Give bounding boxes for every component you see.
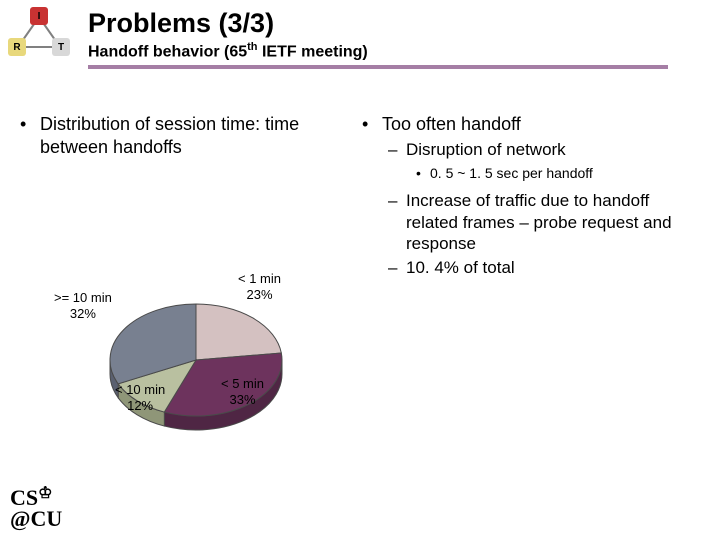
logo-node-r: R — [8, 38, 26, 56]
left-column: • Distribution of session time: time bet… — [18, 113, 360, 278]
pie-svg — [106, 288, 306, 458]
label-lt1min: < 1 min 23% — [238, 271, 281, 302]
label-lt10min-l1: < 10 min — [115, 382, 165, 397]
label-lt1min-l2: 23% — [246, 287, 272, 302]
dash-glyph: – — [388, 139, 406, 160]
subdot-glyph: • — [416, 164, 430, 182]
title-block: Problems (3/3) Handoff behavior (65th IE… — [88, 6, 720, 69]
footer-row2: @CU — [10, 509, 62, 530]
right-dash-1: – Disruption of network — [360, 139, 702, 160]
subtitle-sup: th — [247, 41, 257, 53]
label-lt5min-l2: 33% — [229, 392, 255, 407]
right-dash-2: – Increase of traffic due to handoff rel… — [360, 190, 702, 254]
logo-node-i-label: I — [38, 11, 41, 22]
label-lt5min: < 5 min 33% — [221, 376, 264, 407]
label-ge10min-l1: >= 10 min — [54, 290, 112, 305]
bullet-glyph: • — [18, 113, 40, 158]
right-dash-3: – 10. 4% of total — [360, 257, 702, 278]
dash-glyph: – — [388, 257, 406, 278]
logo-node-t-label: T — [58, 42, 64, 53]
footer-logo: CS♔ @CU — [10, 488, 62, 530]
right-dash-1-text: Disruption of network — [406, 139, 566, 160]
label-lt5min-l1: < 5 min — [221, 376, 264, 391]
title-rule — [88, 65, 668, 69]
right-bullet: • Too often handoff — [360, 113, 702, 136]
footer-at: @ — [10, 506, 30, 531]
right-dash-2-text: Increase of traffic due to handoff relat… — [406, 190, 702, 254]
right-subdot-1: • 0. 5 ~ 1. 5 sec per handoff — [360, 164, 702, 182]
left-bullet: • Distribution of session time: time bet… — [18, 113, 360, 158]
label-lt10min: < 10 min 12% — [115, 382, 165, 413]
label-lt1min-l1: < 1 min — [238, 271, 281, 286]
crown-icon: ♔ — [38, 486, 52, 501]
footer-cu: CU — [30, 506, 62, 531]
right-bullet-text: Too often handoff — [382, 113, 521, 136]
label-lt10min-l2: 12% — [127, 398, 153, 413]
label-ge10min-l2: 32% — [70, 306, 96, 321]
subtitle-prefix: Handoff behavior (65 — [88, 43, 247, 60]
label-ge10min: >= 10 min 32% — [54, 290, 112, 321]
bullet-glyph: • — [360, 113, 382, 136]
right-column: • Too often handoff – Disruption of netw… — [360, 113, 702, 278]
right-dash-3-text: 10. 4% of total — [406, 257, 515, 278]
pie-chart: < 1 min 23% < 5 min 33% < 10 min 12% >= … — [60, 266, 350, 456]
slide-subtitle: Handoff behavior (65th IETF meeting) — [88, 41, 700, 61]
right-subdot-1-text: 0. 5 ~ 1. 5 sec per handoff — [430, 164, 593, 182]
content-columns: • Distribution of session time: time bet… — [0, 69, 720, 278]
slide-header: I R T Problems (3/3) Handoff behavior (6… — [0, 0, 720, 69]
triangle-logo: I R T — [6, 6, 74, 60]
left-bullet-text: Distribution of session time: time betwe… — [40, 113, 360, 158]
slide-title: Problems (3/3) — [88, 8, 700, 39]
logo-node-t: T — [52, 38, 70, 56]
logo-node-r-label: R — [13, 42, 20, 53]
dash-glyph: – — [388, 190, 406, 254]
logo-node-i: I — [30, 7, 48, 25]
subtitle-suffix: IETF meeting) — [258, 43, 368, 60]
